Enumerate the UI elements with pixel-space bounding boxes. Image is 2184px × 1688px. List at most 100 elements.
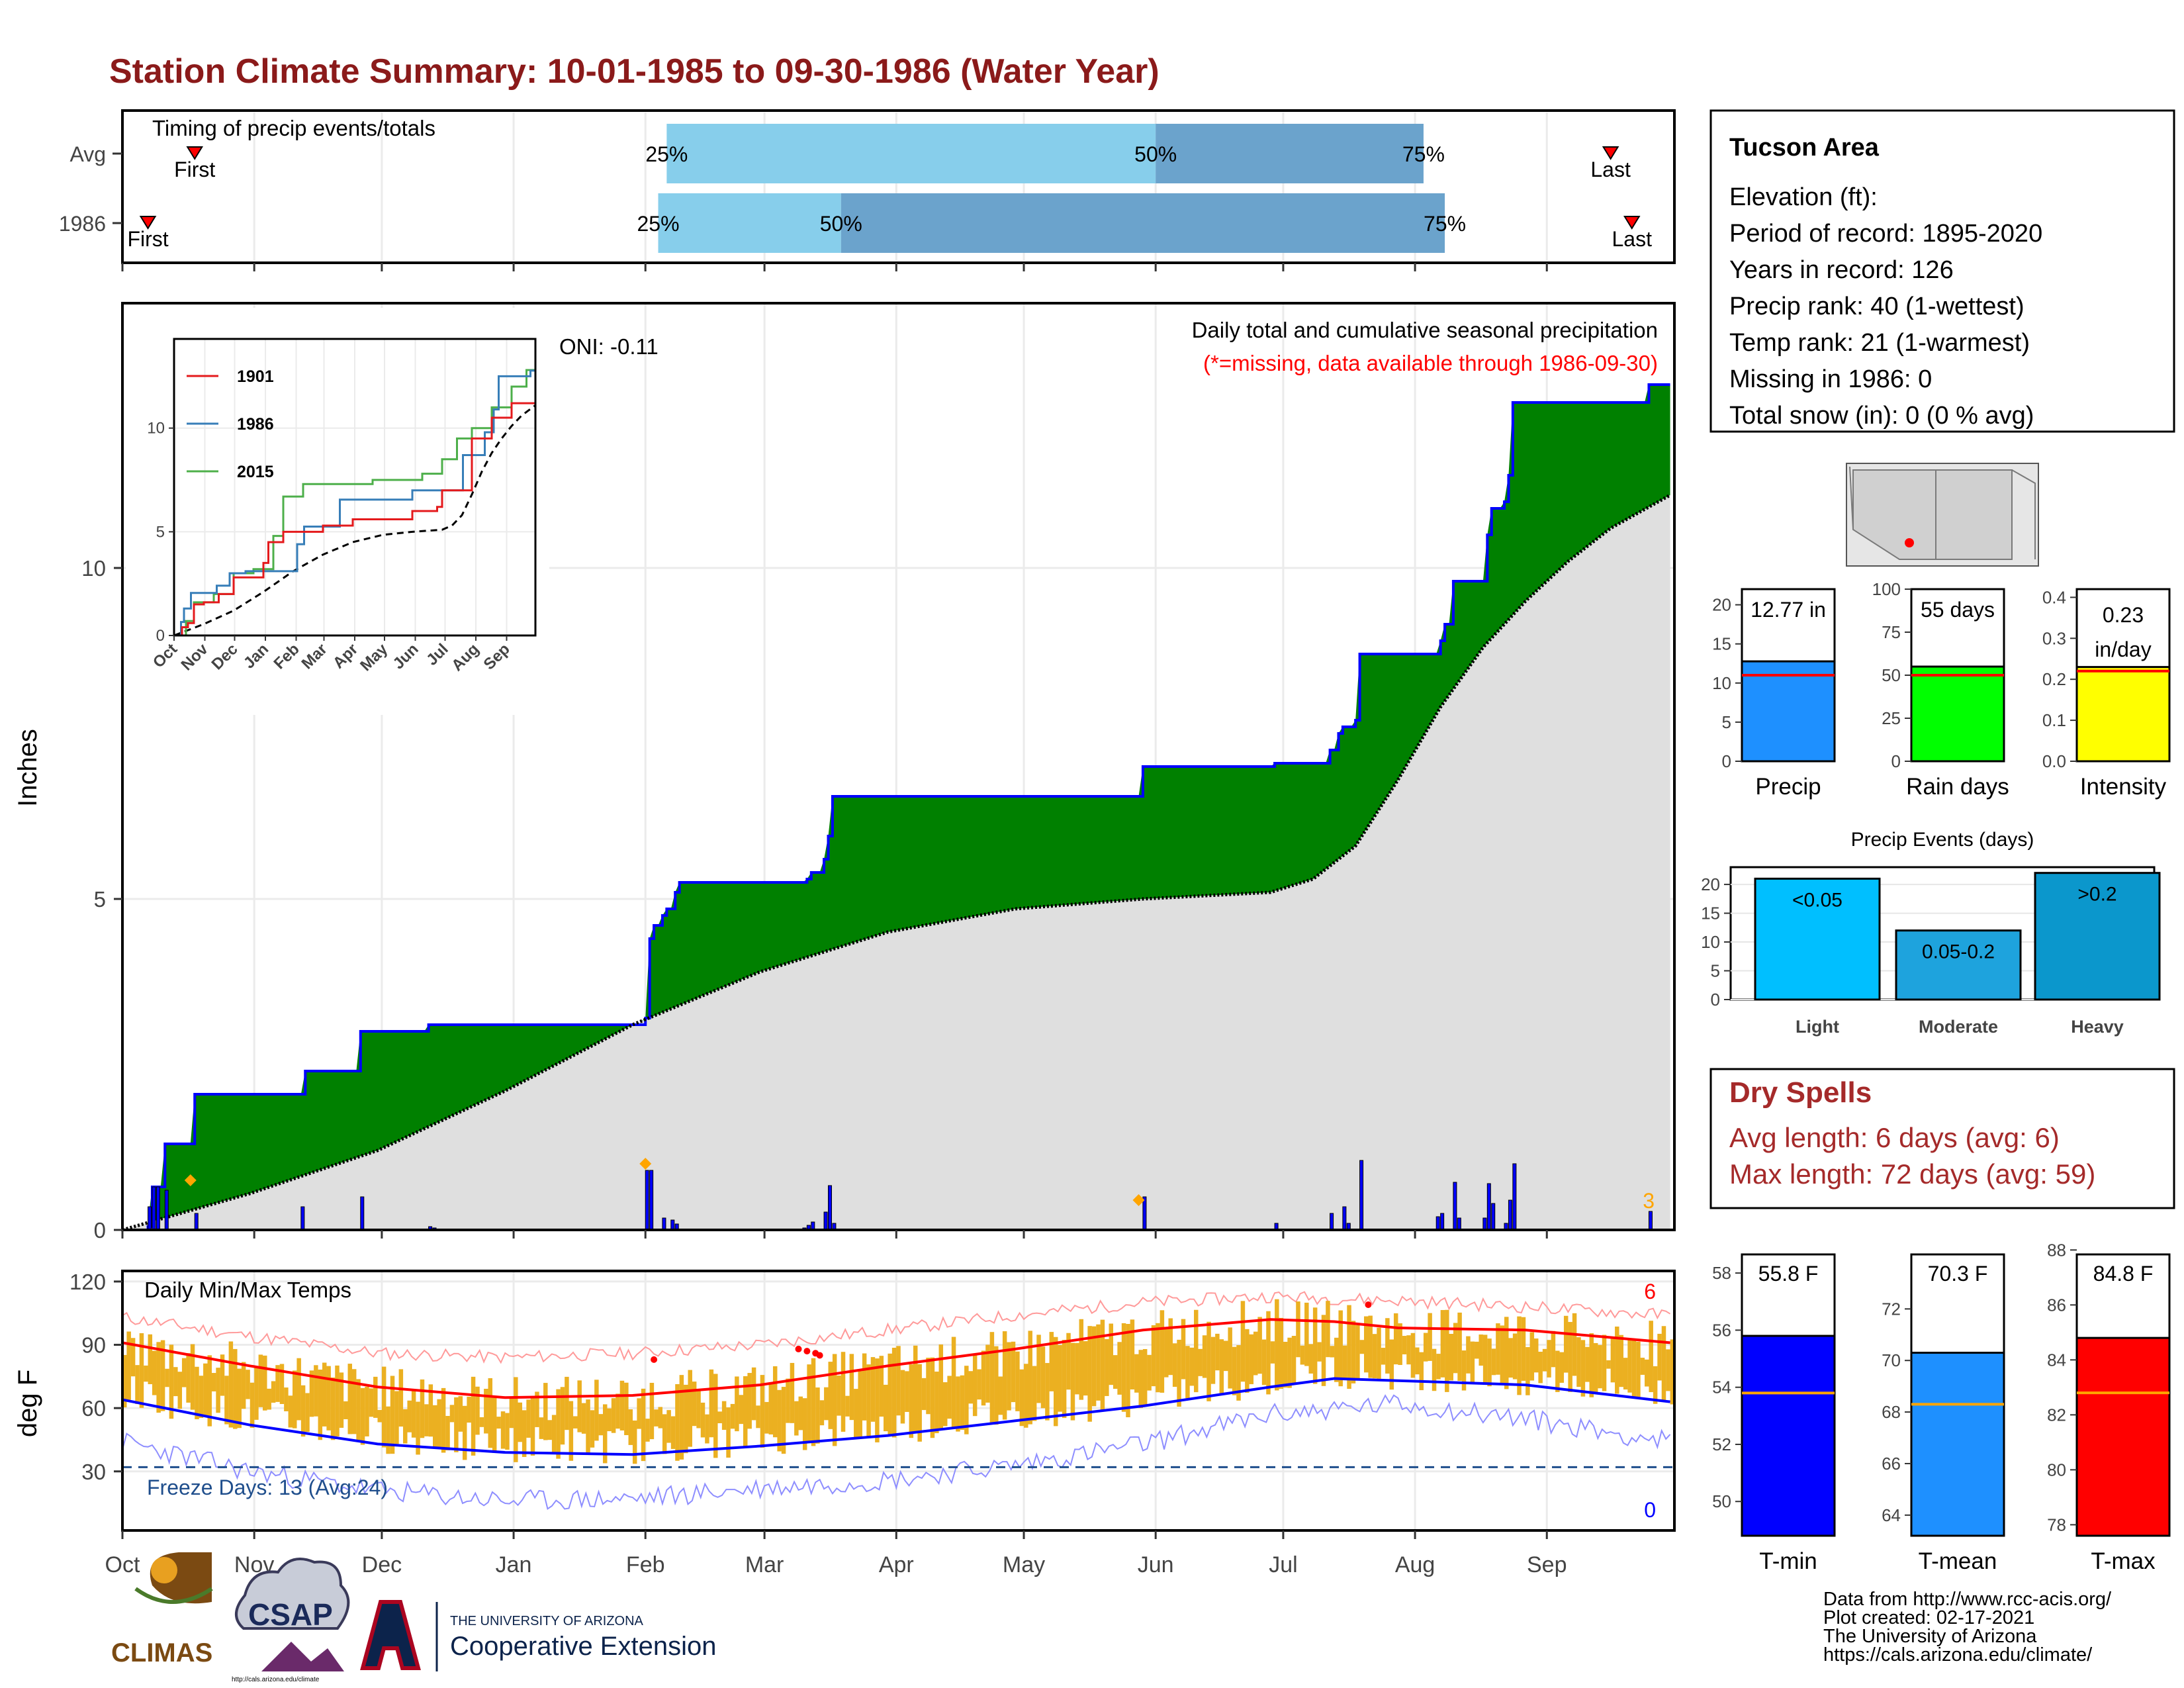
temp-bar-value-label: 70.3 F: [1928, 1262, 1988, 1286]
first-event-marker: [139, 216, 157, 230]
daily-temp-range-bar: [989, 1332, 995, 1425]
daily-temp-range-bar: [173, 1367, 178, 1397]
month-label-jan: Jan: [496, 1552, 532, 1577]
daily-temp-range-bar: [1393, 1313, 1398, 1365]
daily-temp-range-bar: [709, 1369, 714, 1438]
daily-temp-range-bar: [615, 1393, 620, 1429]
temp-bar-tick-label-4: 58: [1712, 1263, 1731, 1283]
daily-temp-range-bar: [1194, 1309, 1199, 1393]
daily-temp-range-bar: [721, 1401, 727, 1430]
daily-precip-bar-20: [1142, 1196, 1147, 1231]
credit-university: The University of Arizona: [1823, 1626, 2037, 1647]
daily-temp-range-bar: [1228, 1327, 1232, 1389]
daily-temp-range-bar: [739, 1395, 744, 1425]
timing-row-1986: 1986 25% 50% 75% First Last: [59, 193, 1652, 253]
events-tick-label-0: 0: [1711, 990, 1720, 1009]
daily-temp-range-bar: [1181, 1319, 1186, 1380]
daily-temp-range-bar: [1615, 1327, 1619, 1394]
temp-bar-tick-label-5: 88: [2047, 1240, 2066, 1260]
daily-temp-range-bar: [377, 1409, 382, 1423]
daily-temp-range-bar: [1551, 1331, 1556, 1368]
precip-y-tick-label-1: 5: [94, 887, 106, 912]
daily-temp-range-bar: [356, 1379, 361, 1441]
daily-temp-range-bar: [169, 1344, 174, 1419]
daily-temp-range-bar: [726, 1407, 731, 1458]
daily-temp-range-bar: [1134, 1354, 1139, 1393]
daily-precip-bar-23: [1342, 1206, 1347, 1231]
daily-precip-bar-2: [156, 1186, 160, 1231]
daily-temp-range-bar: [815, 1387, 820, 1444]
inset-legend-label-2015: 2015: [237, 463, 274, 481]
daily-temp-range-bar: [777, 1389, 782, 1452]
daily-temp-range-bar: [130, 1338, 136, 1377]
daily-temp-range-bar: [1572, 1313, 1577, 1376]
daily-temp-range-bar: [1062, 1340, 1067, 1419]
normal-min-temp-line: [122, 1377, 1670, 1456]
daily-temp-range-bar: [539, 1417, 544, 1439]
daily-temp-range-bar: [1160, 1310, 1165, 1393]
daily-temp-range-bar: [1445, 1309, 1449, 1392]
missing-data-marker-1: [639, 1158, 652, 1170]
last-event-label: Last: [1612, 227, 1653, 251]
daily-temp-range-bar: [1036, 1335, 1041, 1403]
daily-temp-range-bar: [1151, 1325, 1156, 1387]
daily-temp-range-bar: [1164, 1327, 1169, 1378]
daily-precip-bar-32: [1491, 1203, 1496, 1231]
daily-temp-range-bar: [1627, 1339, 1632, 1393]
daily-temp-range-bar: [956, 1376, 960, 1432]
daily-temp-range-bar: [802, 1398, 807, 1450]
daily-temp-range-bar: [807, 1364, 811, 1443]
inset-y-tick-label-1: 5: [156, 523, 165, 541]
daily-temp-range-bar: [1113, 1355, 1118, 1389]
daily-temp-range-bar: [666, 1410, 671, 1443]
daily-temp-range-bar: [1670, 1339, 1675, 1405]
daily-temp-range-bar: [351, 1369, 357, 1434]
daily-temp-range-bar: [1219, 1339, 1224, 1394]
temp-y-tick-label-0: 30: [81, 1460, 106, 1484]
daily-temp-range-bar: [1398, 1323, 1402, 1366]
daily-temp-range-bar: [645, 1419, 650, 1442]
daily-temp-range-bar: [700, 1402, 705, 1438]
daily-temp-range-bar: [798, 1396, 803, 1430]
daily-temp-range-bar: [947, 1376, 952, 1419]
daily-temp-range-bar: [407, 1400, 412, 1432]
daily-temp-range-bar: [1423, 1333, 1428, 1362]
daily-temp-range-bar: [586, 1399, 590, 1455]
daily-temp-range-bar: [837, 1375, 841, 1416]
events-tick-label-1: 5: [1711, 961, 1720, 981]
daily-temp-range-bar: [1308, 1344, 1313, 1374]
timing-p75-label: 75%: [1402, 142, 1445, 166]
precip-panel-frame: [121, 302, 1676, 1231]
daily-temp-range-bar: [824, 1387, 829, 1421]
timing-row-label: 1986: [59, 212, 106, 236]
daily-temp-range-bar: [360, 1387, 365, 1445]
daily-temp-range-bar: [505, 1413, 510, 1450]
inset-y-tick-label-0: 0: [156, 627, 165, 645]
events-bar-value-label: 0.05-0.2: [1922, 941, 1995, 963]
record-high-marker-1: [795, 1345, 802, 1352]
daily-temp-range-bar: [875, 1358, 880, 1442]
normal-max-temp-line: [122, 1318, 1670, 1399]
daily-temp-range-bar: [1202, 1335, 1207, 1378]
daily-temp-range-bar: [565, 1376, 569, 1430]
temp-bar-tick-label-3: 56: [1712, 1320, 1731, 1340]
daily-temp-range-bar: [1645, 1359, 1649, 1387]
daily-temp-range-bar: [1032, 1366, 1037, 1421]
daily-temp-range-bar: [1206, 1321, 1211, 1401]
daily-temp-range-bar: [1185, 1346, 1190, 1399]
daily-temp-range-bar: [199, 1376, 204, 1419]
daily-temp-range-bar: [1496, 1323, 1500, 1375]
timing-panel: Timing of precip events/totals Avg 25% 50%…: [59, 109, 1676, 264]
temp-bar-label: T-min: [1759, 1548, 1817, 1574]
daily-temp-range-bar: [1428, 1313, 1432, 1361]
daily-temp-range-bar: [292, 1370, 297, 1429]
timing-p50-label: 50%: [1134, 142, 1177, 166]
mini-bar-tick-label-2: 10: [1712, 673, 1731, 693]
daily-temp-range-bar: [530, 1397, 535, 1456]
ua-small-text: THE UNIVERSITY OF ARIZONA: [450, 1614, 644, 1628]
daily-temp-range-bar: [195, 1366, 199, 1419]
locator-map: [1846, 463, 2039, 567]
daily-temp-range-bar: [1631, 1339, 1637, 1397]
daily-temp-range-bar: [1479, 1334, 1483, 1366]
timing-p50-label: 50%: [820, 212, 862, 236]
